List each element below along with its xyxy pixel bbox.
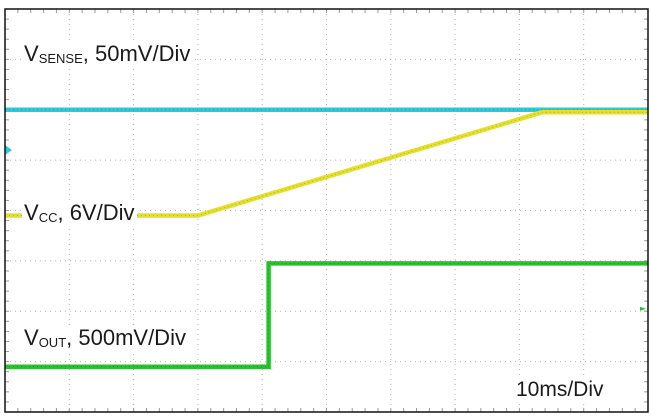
label-vout: VOUT, 500mV/Div: [22, 325, 188, 351]
label-vsense: VSENSE, 50mV/Div: [22, 41, 193, 67]
trace-vout: [5, 261, 648, 369]
label-vcc: VCC, 6V/Div: [22, 200, 137, 226]
ch-marker-cyan: [5, 145, 12, 156]
label-vout-scale: , 500mV/Div: [66, 325, 186, 350]
ch-marker-green: [640, 306, 646, 311]
channel-markers: [5, 145, 646, 311]
label-vsense-scale: , 50mV/Div: [82, 41, 191, 66]
label-vcc-sub: CC: [38, 210, 58, 225]
plot-border: [4, 8, 649, 413]
label-vcc-main: V: [24, 200, 39, 225]
time-scale-label: 10ms/Div: [514, 378, 606, 402]
label-vout-main: V: [24, 325, 39, 350]
label-vsense-sub: SENSE: [38, 51, 83, 66]
trace-noise-vout: [5, 262, 648, 368]
label-vout-sub: OUT: [38, 335, 67, 350]
grid: [5, 9, 648, 412]
label-vsense-main: V: [24, 41, 39, 66]
label-vcc-scale: , 6V/Div: [57, 200, 135, 225]
